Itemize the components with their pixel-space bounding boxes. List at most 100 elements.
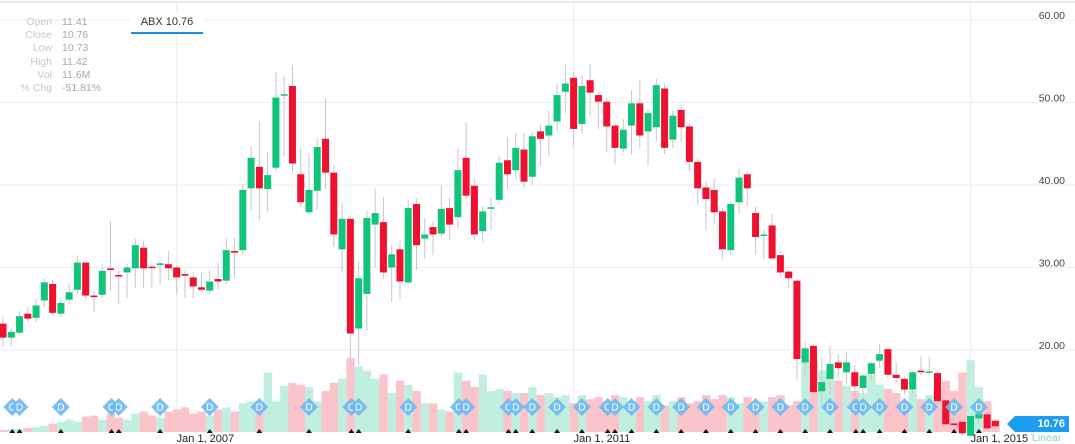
candle[interactable] (520, 133, 528, 189)
candle[interactable] (255, 121, 263, 221)
candle[interactable] (189, 271, 197, 299)
candle[interactable] (446, 197, 454, 241)
event-marker[interactable]: D (250, 398, 269, 433)
event-marker[interactable]: D (796, 398, 815, 433)
candle[interactable] (355, 261, 363, 365)
scale-mode-toggle[interactable]: Linear (1032, 432, 1062, 444)
candle[interactable] (148, 262, 156, 289)
candle[interactable] (867, 362, 875, 380)
candle[interactable] (214, 262, 222, 290)
event-marker[interactable]: D (548, 398, 567, 433)
candle[interactable] (82, 262, 90, 301)
candle[interactable] (942, 398, 950, 427)
event-marker[interactable]: D (647, 398, 666, 433)
event-marker[interactable]: D (506, 398, 525, 433)
candle[interactable] (619, 119, 627, 153)
candle[interactable] (470, 178, 478, 240)
event-marker[interactable]: D (151, 398, 170, 433)
candle[interactable] (429, 221, 437, 256)
candle[interactable] (644, 109, 652, 167)
candle[interactable] (859, 374, 867, 395)
candle[interactable] (503, 137, 511, 190)
candle[interactable] (32, 298, 40, 322)
event-marker[interactable]: D (349, 398, 368, 433)
candle[interactable] (123, 264, 131, 299)
candle[interactable] (197, 271, 205, 291)
candle[interactable] (958, 420, 966, 436)
candle[interactable] (288, 65, 296, 173)
candle[interactable] (346, 215, 354, 363)
candle[interactable] (140, 241, 148, 289)
candle[interactable] (396, 241, 404, 301)
event-marker[interactable]: D (523, 398, 542, 433)
candle[interactable] (49, 279, 57, 316)
candle[interactable] (934, 371, 942, 404)
event-marker[interactable]: D (572, 398, 591, 433)
candle[interactable] (983, 412, 991, 430)
candle[interactable] (578, 75, 586, 134)
candle[interactable] (793, 279, 801, 380)
candle[interactable] (0, 317, 7, 346)
candle[interactable] (735, 168, 743, 214)
candle[interactable] (752, 206, 760, 255)
candle[interactable] (818, 358, 826, 404)
candle[interactable] (231, 237, 239, 278)
candle[interactable] (760, 229, 768, 260)
candle[interactable] (917, 356, 925, 375)
candle[interactable] (677, 104, 685, 143)
candle[interactable] (776, 251, 784, 277)
candle[interactable] (809, 344, 817, 395)
candle[interactable] (512, 133, 520, 180)
candle[interactable] (925, 356, 933, 375)
candle[interactable] (280, 75, 288, 157)
candle[interactable] (73, 255, 81, 294)
candle[interactable] (495, 156, 503, 204)
candle[interactable] (694, 158, 702, 205)
candle[interactable] (313, 138, 321, 210)
candle[interactable] (462, 122, 470, 199)
candle[interactable] (892, 362, 900, 383)
candle[interactable] (561, 64, 569, 114)
event-marker[interactable]: D (895, 398, 914, 433)
candle[interactable] (528, 131, 536, 185)
candle[interactable] (239, 183, 247, 256)
candle[interactable] (454, 147, 462, 229)
candle[interactable] (40, 278, 48, 308)
candle[interactable] (379, 197, 387, 280)
candles[interactable] (0, 64, 999, 437)
candle[interactable] (388, 244, 396, 303)
event-marker[interactable]: D (10, 398, 29, 433)
candle[interactable] (371, 188, 379, 268)
event-marker[interactable]: D (969, 398, 988, 433)
candle[interactable] (131, 238, 139, 289)
candle[interactable] (206, 269, 214, 294)
candle[interactable] (652, 78, 660, 142)
candle[interactable] (264, 152, 272, 213)
candle[interactable] (702, 181, 710, 231)
candle[interactable] (826, 345, 834, 396)
candle[interactable] (843, 351, 851, 383)
event-marker[interactable]: D (299, 398, 318, 433)
candle[interactable] (801, 341, 809, 375)
event-marker[interactable]: D (920, 398, 939, 433)
candle[interactable] (586, 64, 594, 116)
candle[interactable] (305, 154, 313, 215)
candle[interactable] (967, 414, 975, 437)
event-marker[interactable]: D (672, 398, 691, 433)
event-marker[interactable]: D (200, 398, 219, 433)
candle[interactable] (338, 203, 346, 272)
candle[interactable] (156, 260, 164, 285)
event-marker[interactable]: D (109, 398, 128, 433)
candle[interactable] (594, 92, 602, 129)
candle[interactable] (727, 201, 735, 256)
event-marker[interactable]: D (945, 398, 964, 433)
candle[interactable] (851, 364, 859, 395)
candle[interactable] (173, 265, 181, 295)
event-marker[interactable]: D (457, 398, 476, 433)
candle[interactable] (785, 269, 793, 289)
candle[interactable] (611, 123, 619, 165)
candle[interactable] (437, 185, 445, 237)
candle[interactable] (222, 238, 230, 284)
candle[interactable] (487, 197, 495, 231)
